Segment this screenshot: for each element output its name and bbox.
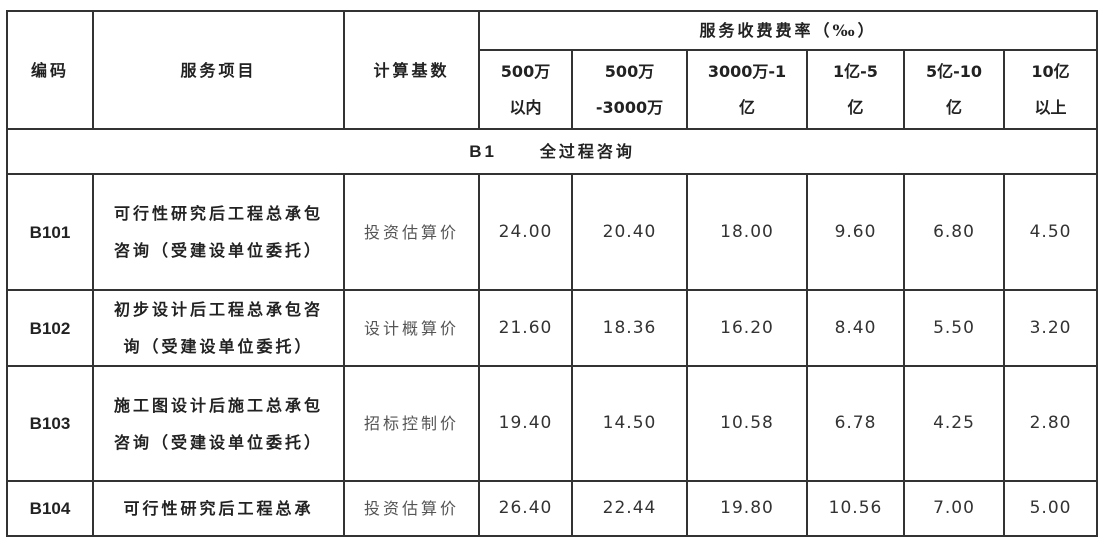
rate-cell: 20.40 [571, 173, 688, 291]
row-item: 初步设计后工程总承包咨询（受建设单位委托） [92, 289, 345, 367]
rate-cell: 16.20 [686, 289, 808, 367]
range-line-2: 亿 [738, 97, 755, 117]
table-row: B101 可行性研究后工程总承包咨询（受建设单位委托） 投资估算价 24.00 20… [6, 173, 1099, 291]
range-line-2: -3000万 [595, 97, 664, 117]
rate-cell: 6.78 [806, 365, 905, 482]
section-title: 全过程咨询 [539, 142, 635, 161]
rate-cell: 10.56 [806, 480, 905, 537]
rate-cell: 2.80 [1002, 365, 1099, 482]
row-code: B103 [6, 365, 94, 482]
range-line-1: 5亿-10 [925, 61, 983, 81]
header-item: 服务项目 [92, 10, 345, 130]
rate-cell: 19.40 [478, 365, 573, 482]
rate-cell: 8.40 [806, 289, 905, 367]
header-code: 编码 [6, 10, 94, 130]
rate-cell: 10.58 [686, 365, 808, 482]
row-code: B104 [6, 480, 94, 537]
fee-rate-table: 编码 服务项目 计算基数 服务收费费率（‰） 500万 以内 500万 -3000万 3… [5, 10, 1099, 537]
range-line-1: 500万 [604, 61, 655, 81]
row-item: 施工图设计后施工总承包咨询（受建设单位委托） [92, 365, 345, 482]
range-line-2: 以上 [1034, 97, 1067, 117]
row-base: 投资估算价 [343, 480, 480, 537]
rate-cell: 5.50 [903, 289, 1005, 367]
range-line-1: 10亿 [1031, 61, 1070, 81]
rate-cell: 24.00 [478, 173, 573, 291]
header-range: 3000万-1 亿 [686, 49, 808, 130]
rate-cell: 6.80 [903, 173, 1005, 291]
header-range: 500万以内 [478, 49, 573, 130]
row-item: 可行性研究后工程总承 [92, 480, 345, 537]
row-code: B101 [6, 173, 94, 291]
range-line-2: 亿 [847, 97, 864, 117]
table-row: B102 初步设计后工程总承包咨询（受建设单位委托） 设计概算价 21.60 18.… [6, 289, 1099, 367]
row-item: 可行性研究后工程总承包咨询（受建设单位委托） [92, 173, 345, 291]
rate-cell: 4.50 [1002, 173, 1099, 291]
row-base: 投资估算价 [343, 173, 480, 291]
rate-cell: 19.80 [686, 480, 808, 537]
section-row: B1 全过程咨询 [5, 128, 1099, 175]
rate-cell: 18.36 [571, 289, 688, 367]
row-code: B102 [6, 289, 94, 367]
rate-cell: 22.44 [571, 480, 688, 537]
rate-cell: 9.60 [806, 173, 905, 291]
table-row: B104 可行性研究后工程总承 投资估算价 26.40 22.44 19.80 10.5… [6, 480, 1099, 537]
header-range: 5亿-10 亿 [903, 49, 1005, 130]
rate-cell: 14.50 [571, 365, 688, 482]
rate-cell: 3.20 [1002, 289, 1099, 367]
rate-cell: 21.60 [478, 289, 573, 367]
section-code: B1 [469, 142, 497, 161]
rate-cell: 4.25 [903, 365, 1005, 482]
row-base: 招标控制价 [343, 365, 480, 482]
rate-cell: 18.00 [686, 173, 808, 291]
range-line-2: 以内 [509, 97, 542, 117]
header-range: 500万 -3000万 [571, 49, 688, 130]
table-row: B103 施工图设计后施工总承包咨询（受建设单位委托） 招标控制价 19.40 14… [6, 365, 1099, 482]
range-line-1: 500万 [500, 61, 551, 81]
rate-cell: 26.40 [478, 480, 573, 537]
range-line-2: 亿 [945, 97, 962, 117]
header-range: 10亿以上 [1002, 49, 1099, 130]
header-rate-group: 服务收费费率（‰） [477, 10, 1099, 51]
range-line-1: 3000万-1 [707, 61, 787, 81]
header-base: 计算基数 [343, 10, 480, 130]
rate-cell: 5.00 [1002, 480, 1099, 537]
row-base: 设计概算价 [343, 289, 480, 367]
range-line-1: 1亿-5 [833, 61, 878, 81]
rate-cell: 7.00 [903, 480, 1005, 537]
header-range: 1亿-5 亿 [806, 49, 905, 130]
